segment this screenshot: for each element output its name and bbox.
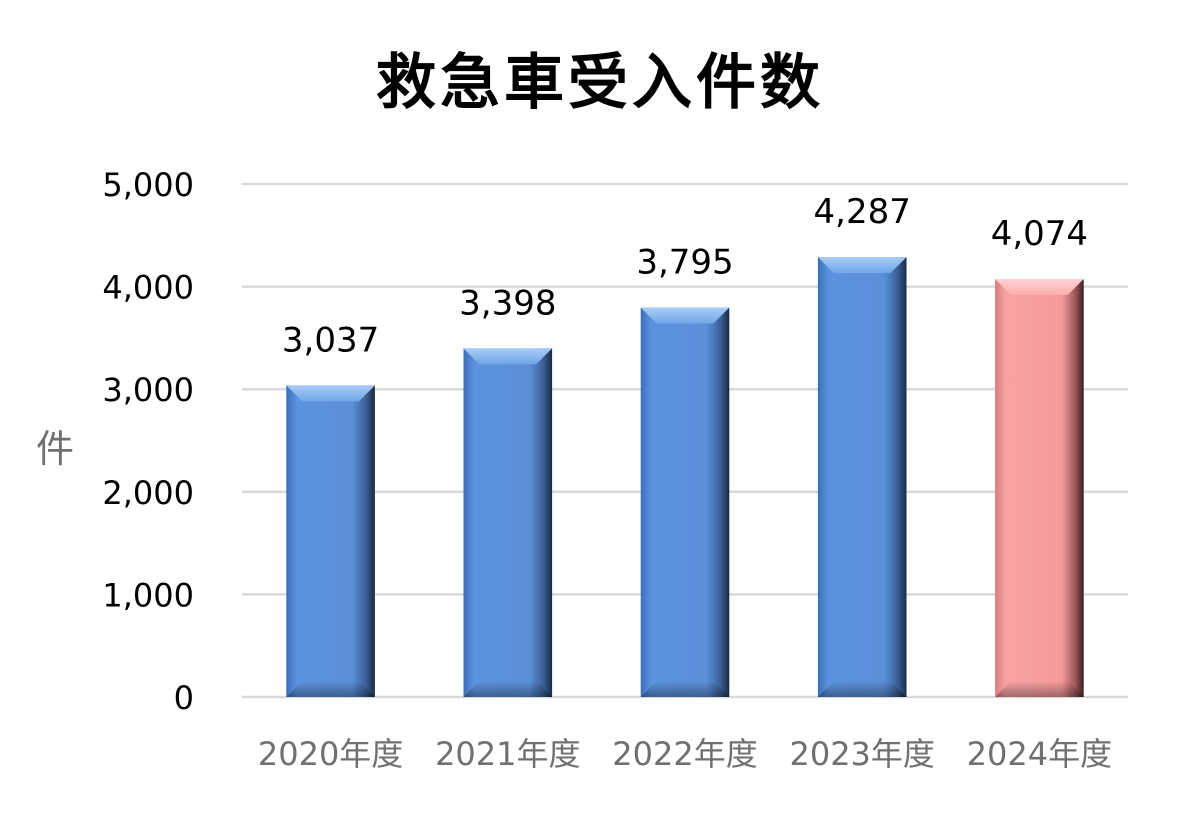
y-tick-label: 0 (174, 679, 194, 717)
chart-title: 救急車受入件数 (376, 48, 824, 118)
y-tick-label: 4,000 (102, 269, 194, 307)
bar-top-bevel (817, 257, 907, 274)
bar-bottom-bevel (995, 681, 1084, 697)
data-label: 3,037 (282, 320, 379, 360)
y-axis-label: 件 (36, 427, 75, 471)
bar-bottom-bevel (286, 681, 375, 697)
x-tick-label: 2021年度 (435, 735, 580, 773)
x-tick-label: 2023年度 (789, 735, 934, 773)
x-tick-label: 2024年度 (967, 735, 1112, 773)
y-tick-label: 5,000 (102, 166, 194, 204)
bar (995, 279, 1084, 697)
data-label: 3,795 (636, 243, 733, 283)
bar-bottom-bevel (817, 681, 907, 697)
data-labels: 3,037 3,398 3,795 4,287 4,074 (282, 192, 1088, 360)
x-tick-label: 2022年度 (612, 735, 757, 773)
data-label: 3,398 (459, 283, 556, 323)
y-tick-label: 1,000 (102, 576, 194, 614)
bar-2021年度 (463, 348, 553, 697)
bar-top-bevel (640, 307, 730, 324)
bar (817, 257, 907, 697)
bar-bottom-bevel (640, 681, 730, 697)
bar-top-bevel (995, 279, 1084, 296)
x-tick-labels: 2020年度 2021年度 2022年度 2023年度 2024年度 (258, 735, 1112, 773)
data-label: 4,287 (814, 192, 911, 232)
bar-2023年度 (817, 257, 907, 697)
bar-top-bevel (286, 385, 375, 402)
bars (286, 257, 1084, 697)
x-tick-label: 2020年度 (258, 735, 403, 773)
bar-2022年度 (640, 307, 730, 697)
bar-bottom-bevel (463, 681, 553, 697)
bar (640, 307, 730, 697)
bar-2020年度 (286, 385, 375, 697)
y-tick-label: 2,000 (102, 474, 194, 512)
y-tick-label: 3,000 (102, 371, 194, 409)
bar-2024年度 (995, 279, 1084, 697)
y-tick-labels: 0 1,000 2,000 3,000 4,000 5,000 (102, 166, 194, 717)
data-label: 4,074 (991, 214, 1088, 254)
bar-top-bevel (463, 348, 553, 365)
bar (286, 385, 375, 697)
bar (463, 348, 553, 697)
